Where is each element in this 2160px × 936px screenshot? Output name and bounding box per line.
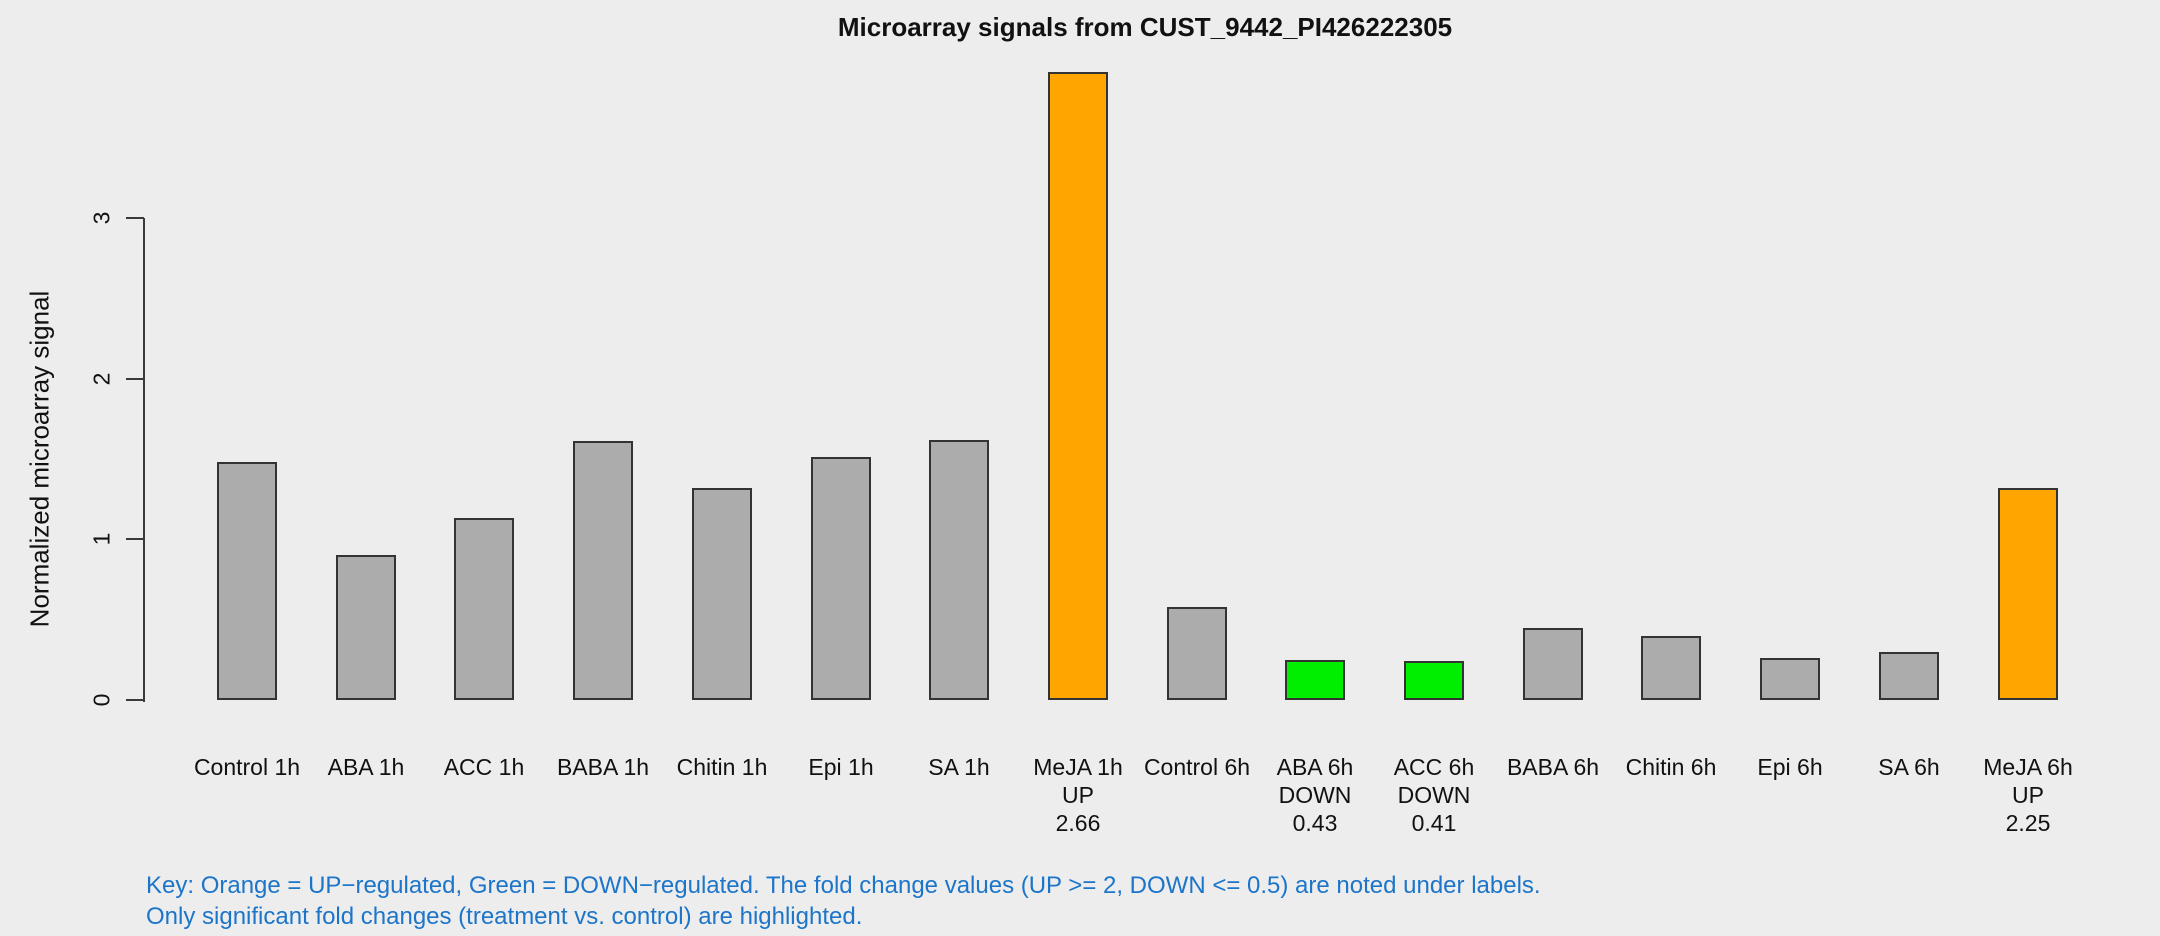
bar-meja-1h [1048, 72, 1108, 700]
key-note-line2: Only significant fold changes (treatment… [146, 903, 863, 930]
x-label-sa-1h: SA 1h [869, 753, 1049, 781]
bar-acc-6h [1404, 661, 1464, 700]
bar-aba-1h [336, 555, 396, 700]
bar-epi-1h [811, 457, 871, 700]
x-label-text: BABA 6h [1506, 754, 1600, 780]
y-tick-label: 0 [88, 693, 115, 707]
x-label-chitin-6h: Chitin 6h [1581, 753, 1761, 781]
y-tick-mark [126, 377, 144, 380]
y-axis-label: Normalized microarray signal [24, 290, 55, 628]
bar-control-6h [1167, 607, 1227, 700]
key-note: Key: Orange = UP−regulated, Green = DOWN… [146, 870, 1541, 932]
bar-acc-1h [454, 518, 514, 700]
y-tick-label: 3 [88, 211, 115, 225]
x-label-text: ACC 6h [1393, 754, 1475, 780]
x-label-text: Epi 6h [1757, 754, 1823, 780]
x-label-sa-6h: SA 6h [1819, 753, 1999, 781]
y-tick-label: 2 [88, 372, 115, 386]
x-label-regulation: DOWN [1397, 782, 1471, 808]
x-label-regulation: DOWN [1278, 782, 1352, 808]
x-label-epi-6h: Epi 6h [1700, 753, 1880, 781]
x-label-text: ABA 6h [1276, 754, 1354, 780]
bar-baba-6h [1523, 628, 1583, 700]
y-tick-mark [126, 538, 144, 541]
key-note-line1: Key: Orange = UP−regulated, Green = DOWN… [146, 872, 1541, 899]
x-label-aba-6h: ABA 6h DOWN 0.43 [1225, 753, 1405, 837]
x-label-aba-1h: ABA 1h [276, 753, 456, 781]
x-label-text: Control 1h [193, 754, 301, 780]
x-label-fold-change: 0.43 [1292, 810, 1338, 836]
bar-sa-6h [1879, 652, 1939, 700]
x-label-text: Control 6h [1143, 754, 1251, 780]
bar-epi-6h [1760, 658, 1820, 700]
x-label-baba-1h: BABA 1h [513, 753, 693, 781]
bar-sa-1h [929, 440, 989, 700]
y-tick-label: 1 [88, 532, 115, 546]
x-label-text: Chitin 1h [676, 754, 768, 780]
y-axis-line [143, 217, 145, 702]
x-label-baba-6h: BABA 6h [1463, 753, 1643, 781]
x-label-text: ABA 1h [327, 754, 405, 780]
x-label-epi-1h: Epi 1h [751, 753, 931, 781]
x-label-regulation: UP [1062, 782, 1094, 808]
bar-meja-6h [1998, 488, 2058, 700]
x-label-control-1h: Control 1h [157, 753, 337, 781]
x-label-regulation: UP [2012, 782, 2044, 808]
x-label-chitin-1h: Chitin 1h [632, 753, 812, 781]
y-tick-mark [126, 699, 144, 701]
bar-chitin-1h [692, 488, 752, 700]
x-label-text: BABA 1h [556, 754, 650, 780]
bar-baba-1h [573, 441, 633, 700]
x-label-text: MeJA 6h [1983, 754, 2073, 780]
x-label-text: MeJA 1h [1033, 754, 1123, 780]
bar-chitin-6h [1641, 636, 1701, 700]
x-label-text: ACC 1h [443, 754, 525, 780]
x-label-fold-change: 2.66 [1055, 810, 1101, 836]
bar-control-1h [217, 462, 277, 700]
x-label-acc-1h: ACC 1h [394, 753, 574, 781]
x-label-fold-change: 0.41 [1411, 810, 1457, 836]
x-label-meja-6h: MeJA 6h UP 2.25 [1938, 753, 2118, 837]
x-label-acc-6h: ACC 6h DOWN 0.41 [1344, 753, 1524, 837]
x-label-text: Epi 1h [808, 754, 874, 780]
bar-aba-6h [1285, 660, 1345, 700]
x-label-meja-1h: MeJA 1h UP 2.66 [988, 753, 1168, 837]
x-label-text: SA 6h [1878, 754, 1940, 780]
x-label-text: Chitin 6h [1625, 754, 1717, 780]
x-label-fold-change: 2.25 [2005, 810, 2051, 836]
x-label-control-6h: Control 6h [1107, 753, 1287, 781]
chart-title: Microarray signals from CUST_9442_PI4262… [837, 12, 1453, 42]
x-label-text: SA 1h [928, 754, 990, 780]
y-tick-mark [126, 216, 144, 219]
